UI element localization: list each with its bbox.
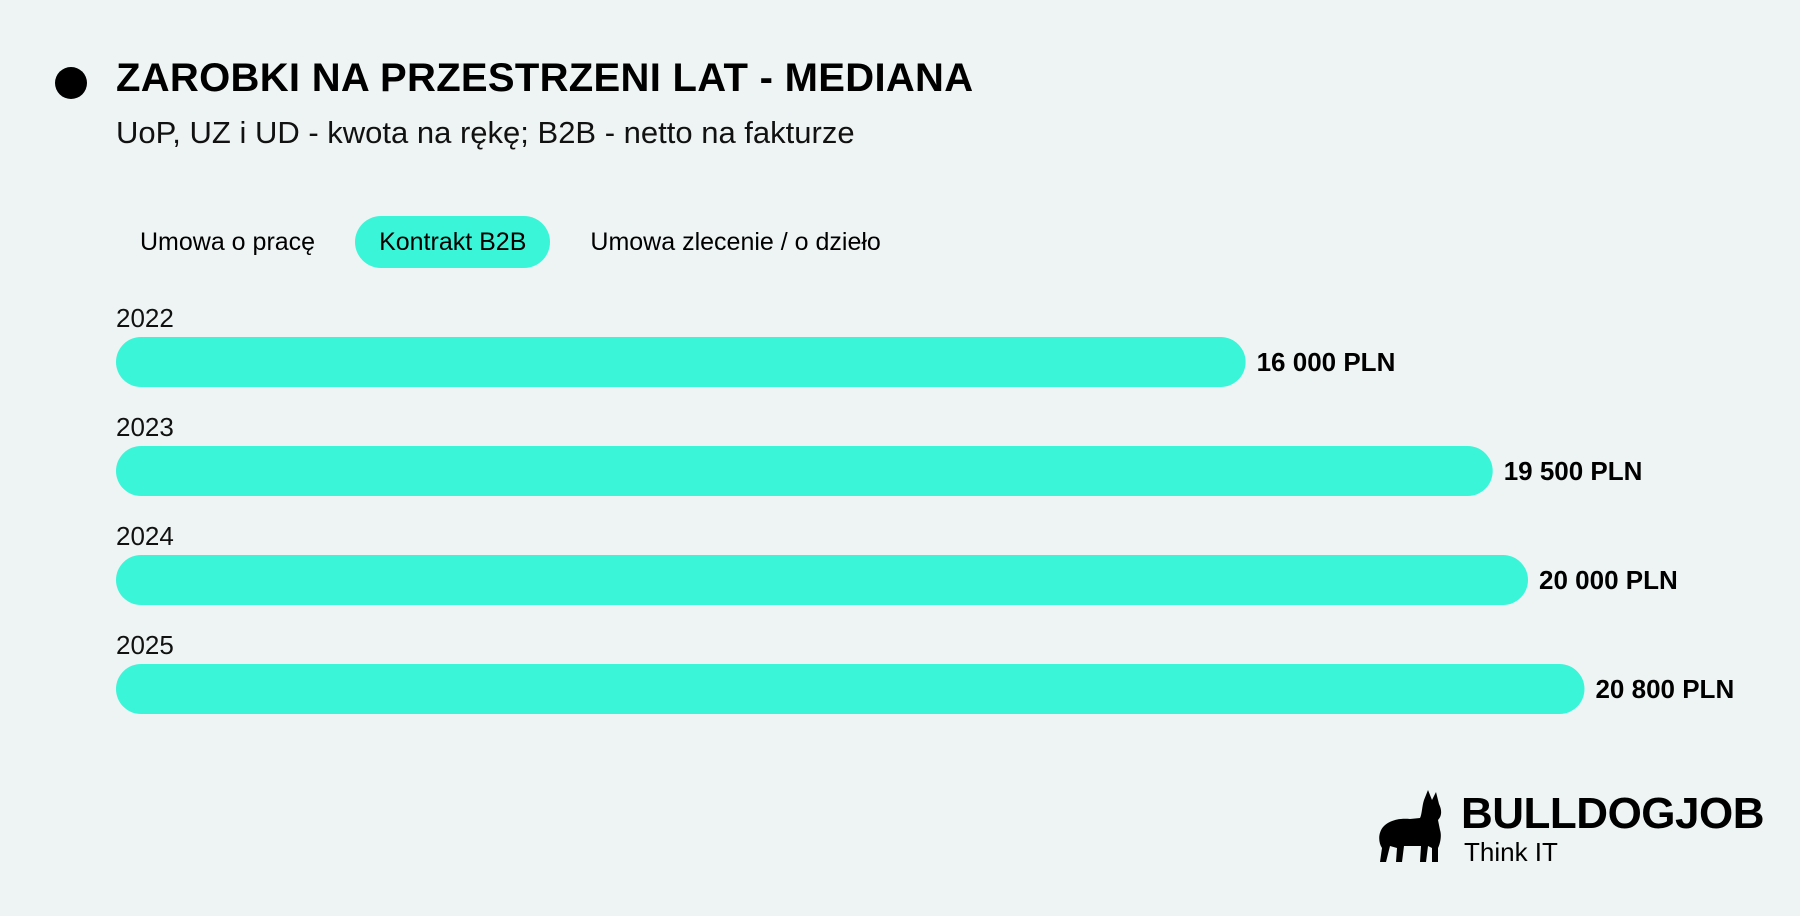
contract-type-tabs: Umowa o pracę Kontrakt B2B Umowa zleceni… — [116, 216, 921, 268]
category-label-2022: 2022 — [116, 303, 174, 333]
bulldogjob-logo: BULLDOGJOB Think IT — [1376, 788, 1776, 867]
bulldog-icon — [1379, 790, 1442, 862]
value-label-2022: 16 000 PLN — [1257, 347, 1396, 377]
value-label-2024: 20 000 PLN — [1539, 565, 1678, 595]
chart-subtitle: UoP, UZ i UD - kwota na rękę; B2B - nett… — [116, 115, 855, 150]
tab-umowa-o-prace[interactable]: Umowa o pracę — [140, 228, 316, 256]
category-label-2023: 2023 — [116, 412, 174, 442]
bar-2025 — [116, 664, 1585, 714]
logo-wordmark: BULLDOGJOB — [1461, 789, 1765, 838]
value-label-2025: 20 800 PLN — [1595, 674, 1734, 704]
bar-2022 — [116, 337, 1246, 387]
chart-title: ZAROBKI NA PRZESTRZENI LAT - MEDIANA — [116, 56, 974, 100]
bar-2024 — [116, 555, 1528, 605]
tab-kontrakt-b2b[interactable]: Kontrakt B2B — [355, 216, 551, 268]
category-label-2025: 2025 — [116, 630, 174, 660]
logo-tagline: Think IT — [1464, 837, 1558, 867]
tab-umowa-zlecenie[interactable]: Umowa zlecenie / o dzieło — [590, 228, 881, 256]
category-label-2024: 2024 — [116, 521, 174, 551]
title-bullet-icon — [55, 67, 87, 99]
value-label-2023: 19 500 PLN — [1504, 456, 1643, 486]
bar-2023 — [116, 446, 1493, 496]
